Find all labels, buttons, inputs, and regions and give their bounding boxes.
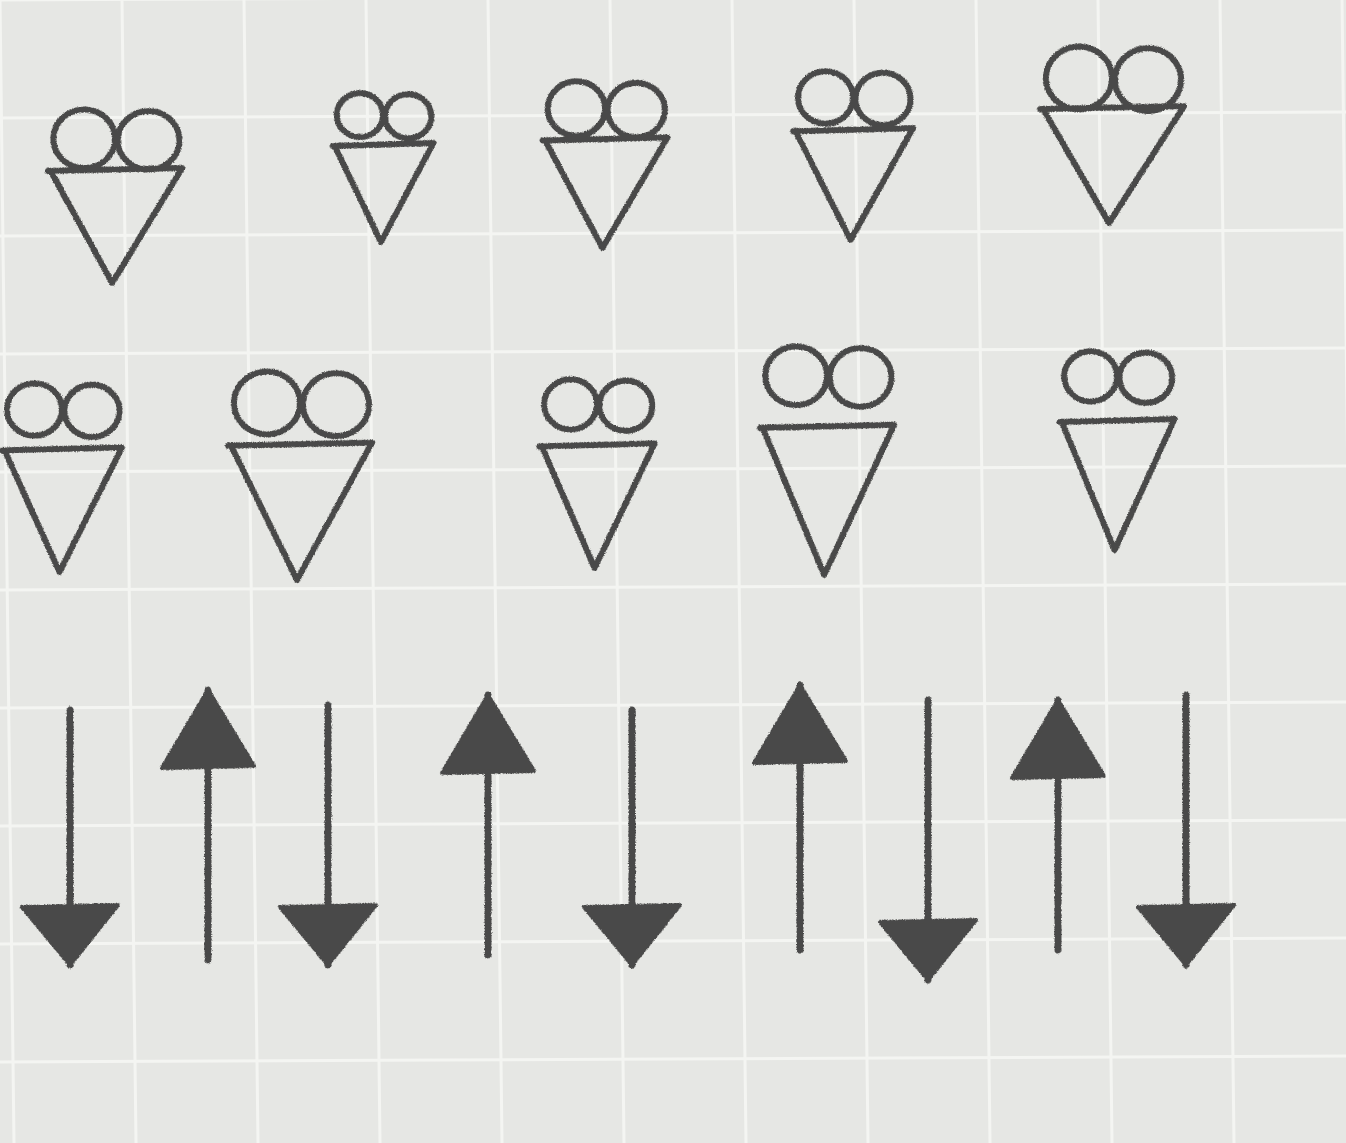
grid-line xyxy=(0,818,1346,828)
arrow-up-icon xyxy=(440,691,536,959)
heart-with-loops-icon xyxy=(539,78,671,251)
grid-line xyxy=(0,936,1346,946)
arrow-down-icon xyxy=(278,701,378,969)
grid-line xyxy=(852,0,870,1143)
grid-line xyxy=(730,0,748,1143)
heart-symbols-row-1 xyxy=(44,43,1187,286)
grid-line xyxy=(486,0,504,1143)
arrow-up-icon xyxy=(1010,696,1106,954)
grid-line xyxy=(0,0,16,1143)
heart-with-loops-icon xyxy=(790,68,916,243)
grid-line xyxy=(1218,0,1236,1143)
heart-with-loops-icon xyxy=(225,368,375,583)
heart-symbols-row-2 xyxy=(0,343,1178,583)
grid-line xyxy=(0,1054,1346,1064)
arrow-up-icon xyxy=(160,686,256,964)
arrow-down-icon xyxy=(20,706,120,969)
grid-line xyxy=(974,0,992,1143)
grid-line xyxy=(0,110,1346,120)
arrow-down-icon xyxy=(1136,691,1236,969)
grid-line xyxy=(242,0,260,1143)
heart-with-loops-icon xyxy=(536,376,658,571)
grid-line xyxy=(1096,0,1114,1143)
grid-line xyxy=(0,582,1346,592)
grid-line xyxy=(0,700,1346,710)
grid-line xyxy=(0,228,1346,238)
arrow-up-icon xyxy=(752,681,848,954)
arrow-down-icon xyxy=(878,696,978,984)
grid-line xyxy=(120,0,138,1143)
grid-line xyxy=(0,464,1346,474)
heart-with-loops-icon xyxy=(44,106,186,286)
grid-line xyxy=(364,0,382,1143)
grid-line xyxy=(1340,0,1346,450)
heart-with-loops-icon xyxy=(756,343,898,578)
arrows-row xyxy=(20,681,1236,984)
heart-with-loops-icon xyxy=(329,90,437,245)
heart-with-loops-icon xyxy=(0,380,125,575)
heart-with-loops-icon xyxy=(1056,348,1178,553)
grid-line xyxy=(0,346,1346,356)
heart-with-loops-icon xyxy=(1037,43,1187,226)
arrow-down-icon xyxy=(582,706,682,969)
